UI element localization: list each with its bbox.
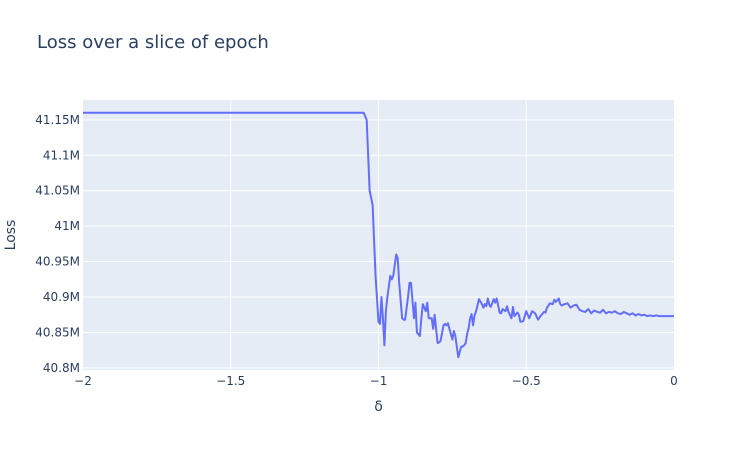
x-tick-label: −2 <box>74 374 92 388</box>
x-axis-title: δ <box>374 399 383 415</box>
y-tick-label: 41M <box>54 219 80 233</box>
y-tick-label: 41.05M <box>35 184 80 198</box>
y-axis-title: Loss <box>3 220 19 251</box>
x-tick-label: −0.5 <box>512 374 541 388</box>
series-line <box>83 111 674 359</box>
y-tick-label: 40.95M <box>35 255 80 269</box>
y-tick-label: 41.15M <box>35 113 80 127</box>
y-tick-label: 40.85M <box>35 325 80 339</box>
chart-title: Loss over a slice of epoch <box>37 32 269 53</box>
x-tick-label: 0 <box>670 374 678 388</box>
y-tick-label: 41.1M <box>43 148 80 162</box>
x-tick-label: −1 <box>370 374 388 388</box>
y-tick-label: 40.8M <box>43 361 80 375</box>
y-tick-label: 40.9M <box>43 290 80 304</box>
x-tick-label: −1.5 <box>216 374 245 388</box>
